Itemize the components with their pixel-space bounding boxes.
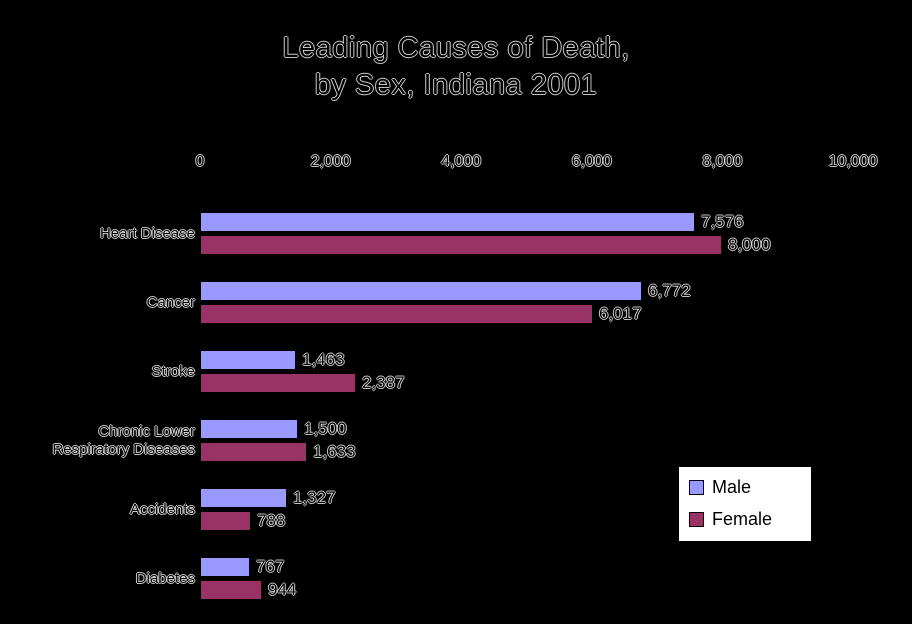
category-label-cancer: Cancer — [146, 293, 195, 311]
category-label-chronic-lower-respiratory-diseases: Chronic Lower Respiratory Diseases — [52, 422, 195, 458]
x-axis-tick-2-000: 2,000 — [310, 153, 351, 170]
x-axis-tick-6-000: 6,000 — [571, 153, 612, 170]
value-label-female-accidents: 788 — [257, 511, 286, 530]
bar-female-cancer — [200, 304, 593, 324]
bar-male-heart-disease — [200, 212, 695, 232]
x-axis-tick-0: 0 — [195, 153, 205, 170]
chart-title-line2: by Sex, Indiana 2001 — [314, 69, 598, 101]
chart-title: Leading Causes of Death, by Sex, Indiana… — [0, 30, 912, 104]
legend-entry-female: Female — [689, 509, 801, 529]
x-axis-tick-8-000: 8,000 — [702, 153, 743, 170]
bar-male-stroke — [200, 350, 296, 370]
value-label-male-heart-disease: 7,576 — [701, 212, 744, 231]
value-label-male-accidents: 1,327 — [293, 488, 336, 507]
bar-female-diabetes — [200, 580, 262, 600]
bar-male-accidents — [200, 488, 287, 508]
value-label-female-heart-disease: 8,000 — [728, 235, 771, 254]
value-label-female-cancer: 6,017 — [599, 304, 642, 323]
legend-label-female: Female — [712, 509, 773, 529]
bar-female-stroke — [200, 373, 356, 393]
legend-entry-male: Male — [689, 477, 801, 497]
bar-female-accidents — [200, 511, 251, 531]
category-label-diabetes: Diabetes — [135, 569, 195, 587]
value-label-female-chronic-lower-respiratory-diseases: 1,633 — [313, 442, 356, 461]
female-series-swatch — [689, 511, 704, 527]
value-label-female-stroke: 2,387 — [362, 373, 405, 392]
male-series-swatch — [689, 479, 704, 495]
value-label-male-chronic-lower-respiratory-diseases: 1,500 — [304, 419, 347, 438]
value-label-male-stroke: 1,463 — [302, 350, 345, 369]
x-axis-tick-10-000: 10,000 — [828, 153, 878, 170]
bar-male-cancer — [200, 281, 642, 301]
category-label-stroke: Stroke — [151, 362, 195, 380]
bar-female-chronic-lower-respiratory-diseases — [200, 442, 307, 462]
value-label-female-diabetes: 944 — [268, 580, 297, 599]
value-label-male-cancer: 6,772 — [648, 281, 691, 300]
bar-male-chronic-lower-respiratory-diseases — [200, 419, 298, 439]
bar-male-diabetes — [200, 557, 250, 577]
legend: Male Female — [678, 466, 812, 542]
value-label-male-diabetes: 767 — [256, 557, 285, 576]
legend-label-male: Male — [712, 477, 752, 497]
chart-title-line1: Leading Causes of Death, — [282, 32, 630, 64]
bar-female-heart-disease — [200, 235, 722, 255]
category-label-heart-disease: Heart Disease — [99, 224, 195, 242]
category-label-accidents: Accidents — [129, 500, 195, 518]
x-axis-tick-4-000: 4,000 — [441, 153, 482, 170]
